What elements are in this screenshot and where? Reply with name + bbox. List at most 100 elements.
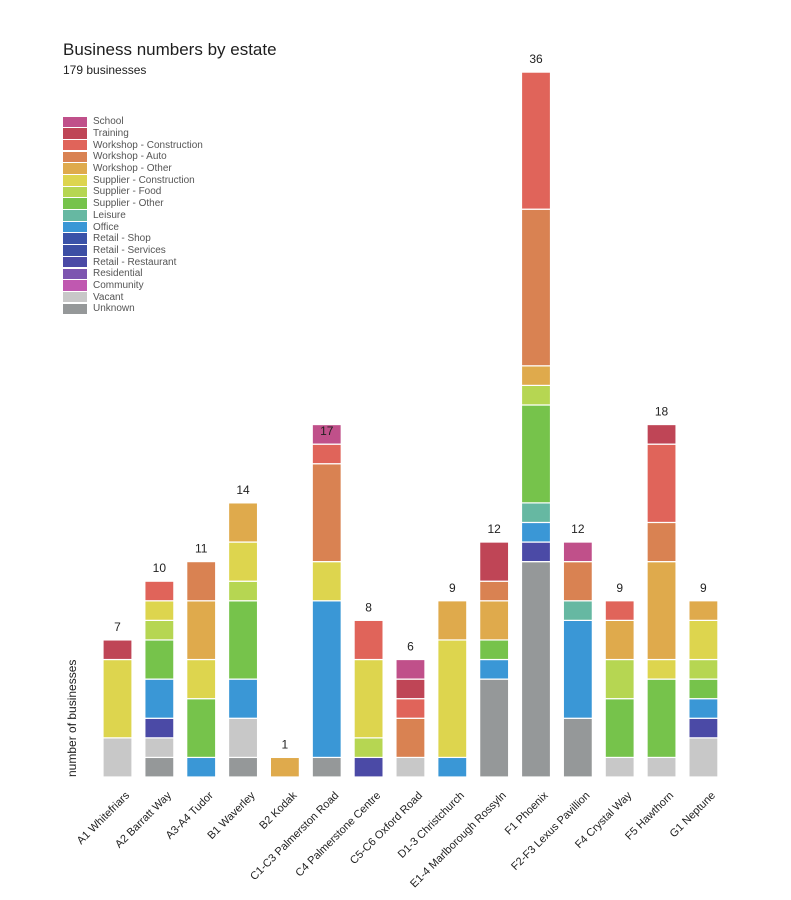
- bar-total-label: 1: [282, 737, 289, 751]
- legend-swatch: [63, 291, 87, 303]
- bar-segment: [688, 658, 719, 680]
- y-axis-label: number of businesses: [65, 660, 79, 777]
- bar-segment: [144, 737, 175, 759]
- bar-segment: [144, 756, 175, 778]
- bar-segment: [562, 600, 593, 621]
- legend-swatch: [63, 151, 87, 163]
- bar-segment: [144, 580, 175, 602]
- category-label: C5-C6 Oxford Road: [348, 790, 425, 867]
- bar-segment: [186, 658, 217, 700]
- bar-segment: [437, 639, 468, 759]
- bar-segment: [186, 600, 217, 661]
- bar-segment: [144, 639, 175, 680]
- legend-swatch: [63, 221, 87, 233]
- bar-total-label: 18: [655, 405, 669, 419]
- category-label: C4 Palmerstone Centre: [293, 790, 383, 880]
- legend-swatch: [63, 186, 87, 198]
- bar-total-label: 12: [571, 522, 585, 536]
- legend-swatch: [63, 163, 87, 174]
- bar-segment: [562, 619, 593, 719]
- bar-total-label: 9: [616, 581, 623, 595]
- bar-segment: [144, 600, 175, 621]
- legend-item: Vacant: [63, 291, 203, 303]
- legend-label: Training: [93, 128, 129, 140]
- bar-segment: [395, 698, 426, 719]
- bar-segment: [227, 502, 259, 543]
- legend-label: Retail - Shop: [93, 233, 151, 245]
- bar-segment: [227, 717, 259, 759]
- legend-item: Leisure: [63, 210, 203, 222]
- bar-segment: [646, 658, 677, 680]
- legend-label: Leisure: [93, 209, 126, 221]
- bar-segment: [311, 600, 342, 759]
- legend: School Training Workshop - Construction Wor…: [63, 116, 203, 315]
- bar-segment: [395, 717, 426, 759]
- bar-segment: [353, 737, 384, 759]
- bar-segment: [646, 678, 677, 759]
- legend-item: Office: [63, 221, 203, 233]
- bar-segment: [227, 600, 259, 680]
- bar-total-label: 12: [487, 522, 501, 536]
- bar-segment: [311, 561, 342, 602]
- bar-segment: [604, 698, 635, 759]
- bar-segment: [479, 541, 510, 582]
- bar-segment: [437, 756, 468, 778]
- bar-segment: [646, 443, 677, 524]
- bar-segment: [520, 71, 552, 210]
- legend-label: Community: [93, 279, 144, 291]
- bar-total-label: 11: [195, 542, 208, 556]
- chart-title: Business numbers by estate: [63, 40, 277, 59]
- legend-label: Supplier - Food: [93, 186, 162, 198]
- bar-segment: [144, 717, 175, 739]
- bar-segment: [688, 600, 719, 621]
- bar-segment: [102, 737, 133, 778]
- bar-total-label: 9: [700, 581, 707, 595]
- bar-segment: [311, 443, 342, 465]
- bar-segment: [479, 658, 510, 680]
- bar-segment: [144, 619, 175, 641]
- bar-segment: [604, 658, 635, 700]
- bar-segment: [353, 756, 384, 778]
- legend-label: Residential: [93, 268, 143, 280]
- bar-segment: [102, 658, 133, 739]
- legend-label: Retail - Restaurant: [93, 256, 177, 268]
- bar-segment: [562, 561, 593, 602]
- legend-item: Workshop - Other: [63, 163, 203, 175]
- bar-segment: [144, 678, 175, 719]
- legend-swatch: [63, 116, 87, 128]
- bar-total-label: 7: [114, 620, 121, 634]
- bar-segment: [311, 423, 342, 445]
- legend-item: Retail - Restaurant: [63, 256, 203, 268]
- legend-swatch: [63, 268, 87, 280]
- legend-swatch: [63, 256, 87, 268]
- bar-segment: [437, 600, 468, 641]
- bar-segment: [186, 561, 217, 602]
- legend-swatch: [63, 198, 87, 209]
- bar-total-label: 14: [236, 483, 250, 497]
- bar-total-label: 9: [449, 581, 456, 595]
- legend-item: Supplier - Food: [63, 186, 203, 198]
- legend-swatch: [63, 210, 87, 221]
- legend-item: Workshop - Auto: [63, 151, 203, 163]
- legend-item: Supplier - Construction: [63, 174, 203, 186]
- legend-label: Workshop - Construction: [93, 139, 203, 151]
- legend-item: Workshop - Construction: [63, 139, 203, 151]
- bar-segment: [562, 717, 593, 778]
- bar-segment: [646, 521, 677, 563]
- bar-segment: [646, 423, 677, 445]
- bar-segment: [604, 756, 635, 778]
- legend-label: Workshop - Auto: [93, 151, 167, 163]
- bar-segment: [520, 404, 552, 504]
- legend-swatch: [63, 245, 87, 256]
- bar-segment: [520, 561, 552, 778]
- bar-segment: [520, 541, 552, 563]
- bar-segment: [395, 678, 426, 700]
- legend-item: Retail - Shop: [63, 233, 203, 245]
- legend-label: Retail - Services: [93, 244, 166, 256]
- legend-label: Supplier - Other: [93, 198, 164, 210]
- bar-total-label: 10: [153, 561, 167, 575]
- bar-segment: [353, 619, 384, 661]
- bar-segment: [395, 658, 426, 680]
- bar-segment: [227, 580, 259, 602]
